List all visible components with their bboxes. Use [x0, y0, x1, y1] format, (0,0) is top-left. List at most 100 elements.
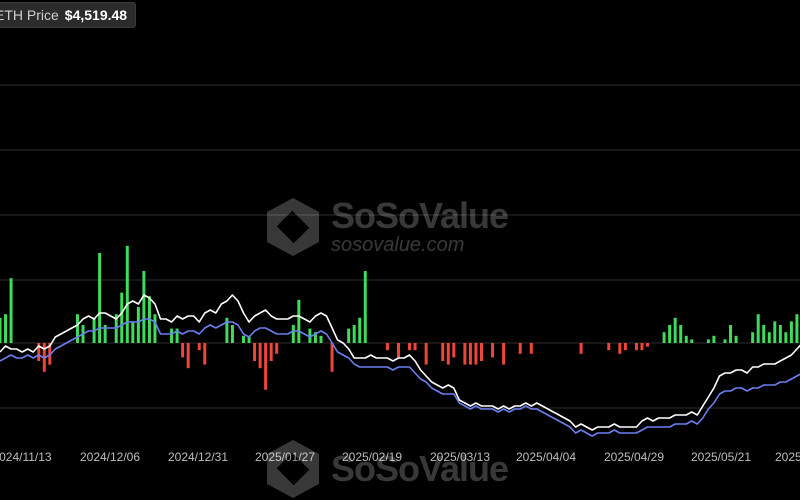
inflow-bar: [0, 317, 2, 343]
inflow-bar: [153, 314, 157, 343]
inflow-bar: [773, 321, 777, 343]
outflow-bar: [330, 343, 334, 372]
sosovalue-logo-icon: [267, 440, 319, 498]
inflow-bar: [291, 325, 295, 343]
price-value: $4,519.48: [64, 7, 128, 23]
inflow-bar: [751, 332, 755, 343]
outflow-bar: [518, 343, 522, 354]
outflow-bar: [468, 343, 472, 365]
inflow-bar: [662, 332, 666, 343]
inflow-bar: [358, 317, 362, 343]
outflow-bar: [623, 343, 627, 351]
inflow-bar: [175, 328, 179, 343]
inflow-bar: [230, 325, 234, 343]
outflow-bar: [424, 343, 428, 365]
x-tick-label: 2025/01/27: [255, 450, 315, 464]
inflow-bar: [784, 332, 788, 343]
outflow-bar: [48, 343, 52, 365]
inflow-bar: [313, 332, 317, 343]
x-tick-label: 2025/06/12: [775, 450, 800, 464]
inflow-bar: [729, 325, 733, 343]
outflow-bar: [37, 343, 41, 361]
inflow-bar: [75, 314, 79, 343]
outflow-bar: [618, 343, 622, 354]
x-tick-label: 2025/02/19: [342, 450, 402, 464]
inflow-bar: [668, 325, 672, 343]
inflow-bar: [347, 328, 351, 343]
inflow-bar: [308, 328, 312, 343]
outflow-bar: [479, 343, 483, 361]
inflow-bar: [690, 339, 694, 343]
inflow-bar: [756, 314, 760, 343]
inflow-bar: [4, 314, 8, 343]
inflow-bar: [131, 321, 135, 343]
watermark-url: sosovalue.com: [331, 234, 465, 256]
price-line: [0, 294, 800, 431]
price-tooltip: ETH Price $4,519.48: [0, 2, 137, 28]
x-tick-label: 2024/12/06: [80, 450, 140, 464]
outflow-bar: [408, 343, 412, 351]
outflow-bar: [640, 343, 644, 351]
outflow-bar: [441, 343, 445, 361]
outflow-bar: [446, 343, 450, 365]
x-tick-label: 2025/04/29: [604, 450, 664, 464]
inflow-bar: [795, 314, 799, 343]
watermark-brand: SoSoValue: [331, 195, 509, 236]
watermark-top: SoSoValue sosovalue.com: [265, 195, 509, 258]
inflow-bar: [225, 317, 229, 343]
inflow-bar: [125, 245, 129, 343]
inflow-bar: [778, 325, 782, 343]
inflow-bar: [712, 335, 716, 343]
inflow-bar: [247, 335, 251, 343]
inflow-bar: [363, 271, 367, 343]
inflow-bar: [98, 253, 102, 343]
outflow-bar: [474, 343, 478, 365]
outflow-bar: [634, 343, 638, 351]
outflow-bar: [413, 343, 417, 351]
sosovalue-logo-icon: [267, 198, 319, 256]
inflow-bar: [142, 271, 146, 343]
outflow-bar: [607, 343, 611, 351]
outflow-bar: [385, 343, 389, 351]
inflow-bar: [679, 325, 683, 343]
inflow-bar: [762, 325, 766, 343]
inflow-bar: [120, 292, 124, 343]
price-lines: [0, 294, 800, 437]
outflow-bar: [275, 343, 279, 354]
outflow-bar: [269, 343, 273, 361]
outflow-bar: [463, 343, 467, 365]
inflow-bar: [170, 328, 174, 343]
inflow-bar: [242, 335, 246, 343]
inflow-bar: [789, 321, 793, 343]
x-axis-ticks: 2024/11/13 2024/12/06 2024/12/31 2025/01/27…: [0, 450, 800, 464]
outflow-bar: [579, 343, 583, 354]
outflow-bar: [197, 343, 201, 351]
inflow-bar: [352, 325, 356, 343]
inflow-bar: [136, 307, 140, 343]
outflow-bar: [203, 343, 207, 365]
outflow-bar: [181, 343, 185, 358]
x-tick-label: 2025/05/21: [691, 450, 751, 464]
x-tick-label: 2024/11/13: [0, 450, 52, 464]
inflow-bar: [706, 339, 710, 343]
x-tick-label: 2025/04/04: [516, 450, 576, 464]
x-tick-label: 2025/03/13: [430, 450, 490, 464]
outflow-bar: [646, 343, 650, 347]
outflow-bar: [253, 343, 257, 361]
watermark-brand-2: SoSoValue: [331, 448, 509, 489]
outflow-bar: [396, 343, 400, 358]
inflow-bar: [684, 335, 688, 343]
cost-line: [0, 318, 800, 437]
outflow-bar: [491, 343, 495, 358]
outflow-bar: [186, 343, 190, 369]
price-label: ETH Price: [0, 7, 59, 23]
outflow-bar: [264, 343, 268, 390]
inflow-bar: [734, 335, 738, 343]
watermark-bottom: SoSoValue: [265, 438, 509, 500]
inflow-bar: [9, 278, 13, 343]
x-tick-label: 2024/12/31: [168, 450, 228, 464]
inflow-bar: [723, 339, 727, 343]
outflow-bar: [529, 343, 533, 354]
inflow-bar: [673, 317, 677, 343]
